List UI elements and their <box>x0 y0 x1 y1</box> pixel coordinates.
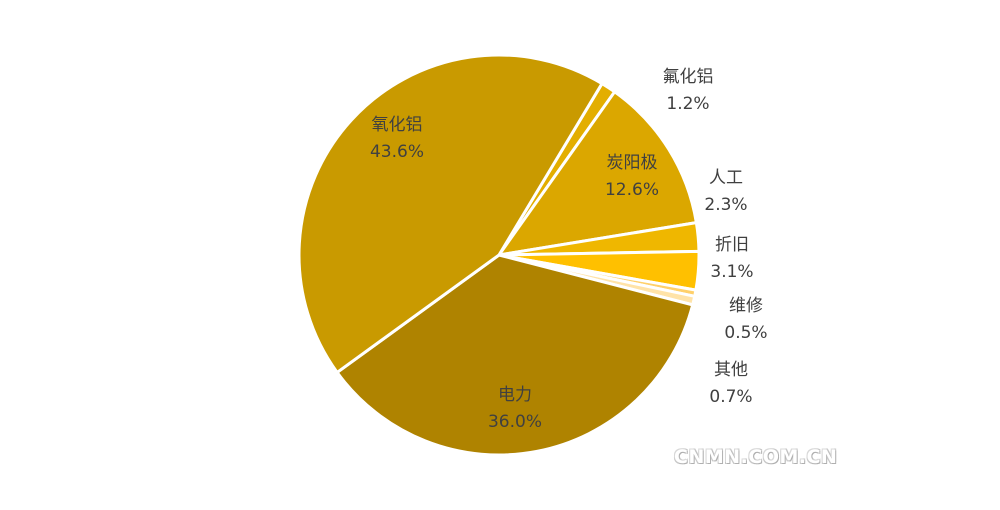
pie-slice <box>497 90 698 257</box>
pie-labels: 氟化铝 1.2% 炭阳极 12.6% 人工 2.3% 折旧 3.1% 维修 0.5% 其他 0.7% 电… <box>370 67 768 432</box>
slice-percent-label: 0.7% <box>709 387 752 407</box>
slice-percent-label: 36.0% <box>488 412 542 432</box>
slice-label: 电力 <box>498 385 532 405</box>
slice-percent-label: 1.2% <box>666 94 709 114</box>
slice-label: 人工 <box>709 168 743 188</box>
pie-slice <box>297 53 604 374</box>
pie-slices <box>297 53 701 457</box>
pie-slice <box>335 253 695 457</box>
slice-label: 维修 <box>729 296 763 316</box>
slice-percent-label: 12.6% <box>605 180 659 200</box>
slice-percent-label: 3.1% <box>710 262 753 282</box>
slice-percent-label: 2.3% <box>704 195 747 215</box>
slice-label: 折旧 <box>715 235 749 255</box>
slice-label: 氟化铝 <box>663 67 714 87</box>
watermark-text: CNMN.COM.CN <box>674 446 838 468</box>
slice-percent-label: 0.5% <box>724 323 767 343</box>
slice-label: 其他 <box>714 360 748 380</box>
slice-label: 炭阳极 <box>607 153 658 173</box>
slice-label: 氧化铝 <box>372 115 423 135</box>
slice-percent-label: 43.6% <box>370 142 424 162</box>
